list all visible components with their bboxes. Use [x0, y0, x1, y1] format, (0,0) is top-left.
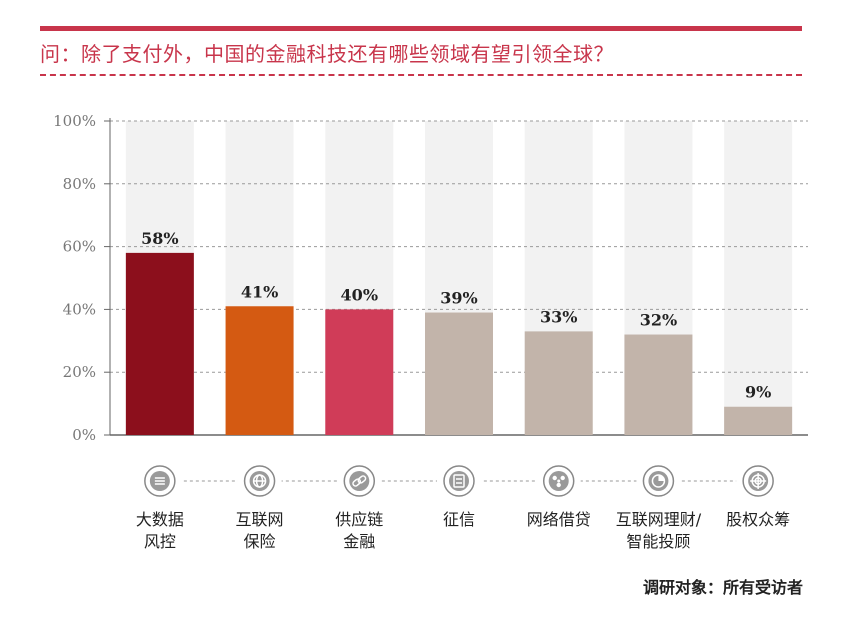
bar-background: [724, 121, 793, 435]
category-label-line: 互联网: [235, 510, 284, 529]
title-dashed-divider: [40, 74, 802, 76]
category-label-line: 智能投顾: [626, 532, 691, 551]
bar: [325, 309, 394, 435]
pie-chart-icon: [636, 465, 681, 497]
title-top-rule: [40, 26, 802, 31]
survey-footnote: 调研对象：所有受访者: [642, 578, 803, 597]
category-label-line: 供应链: [335, 510, 384, 529]
globe-shield-icon: [237, 465, 282, 497]
bar: [624, 334, 693, 435]
category-label-line: 网络借贷: [526, 510, 591, 529]
category-label-line: 金融: [343, 532, 376, 551]
y-tick-label: 60%: [63, 238, 96, 256]
category-label: 征信: [404, 509, 514, 531]
credit-card-icon: [437, 465, 481, 497]
value-label: 9%: [745, 383, 771, 402]
category-label-line: 保险: [243, 532, 276, 551]
category-label: 互联网理财/智能投顾: [603, 509, 713, 553]
value-label: 33%: [540, 307, 577, 326]
chain-link-icon: [337, 465, 382, 497]
value-label: 58%: [141, 229, 178, 248]
target-icon: [736, 465, 781, 497]
value-label: 39%: [440, 289, 477, 308]
y-tick-label: 80%: [63, 175, 96, 193]
category-label: 大数据 风控: [105, 509, 215, 553]
category-label-line: 股权众筹: [726, 510, 791, 529]
category-label: 供应链 金融: [304, 509, 414, 553]
network-icon: [536, 465, 581, 497]
value-label: 32%: [640, 311, 677, 330]
category-label: 网络借贷: [504, 509, 614, 531]
y-tick-label: 0%: [72, 426, 96, 444]
category-label-line: 大数据: [135, 510, 184, 529]
y-tick-label: 40%: [63, 300, 96, 318]
value-label: 41%: [241, 282, 278, 301]
bar: [724, 406, 793, 435]
bar: [524, 331, 593, 435]
chart-title: 问：除了支付外，中国的金融科技还有哪些领域有望引领全球？: [40, 42, 614, 66]
value-label: 40%: [341, 285, 378, 304]
data-risk-icon: [137, 465, 182, 497]
bar: [425, 312, 493, 435]
category-label-line: 互联网理财/: [615, 510, 702, 529]
bar: [125, 252, 194, 435]
category-label-line: 征信: [442, 510, 475, 529]
bar: [225, 306, 294, 435]
y-tick-label: 20%: [63, 363, 96, 381]
category-label-line: 风控: [143, 532, 176, 551]
category-label: 互联网 保险: [205, 509, 315, 553]
category-label: 股权众筹: [703, 509, 813, 531]
y-tick-label: 100%: [53, 112, 96, 130]
